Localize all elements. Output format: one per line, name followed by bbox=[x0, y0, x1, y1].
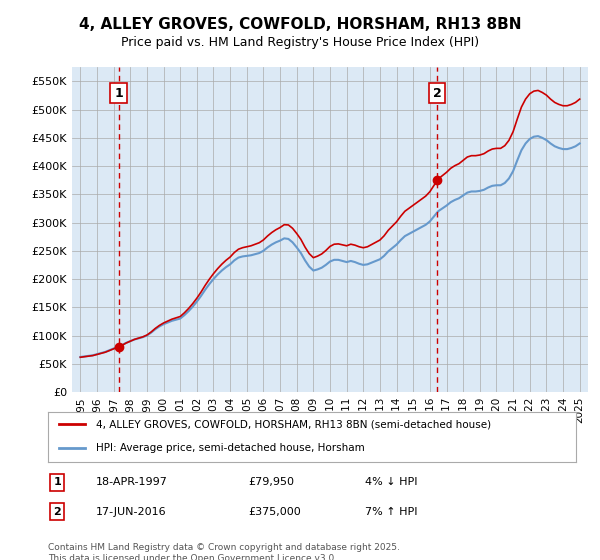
Text: Contains HM Land Registry data © Crown copyright and database right 2025.
This d: Contains HM Land Registry data © Crown c… bbox=[48, 543, 400, 560]
Text: 4% ↓ HPI: 4% ↓ HPI bbox=[365, 477, 418, 487]
Text: 4, ALLEY GROVES, COWFOLD, HORSHAM, RH13 8BN: 4, ALLEY GROVES, COWFOLD, HORSHAM, RH13 … bbox=[79, 17, 521, 32]
Text: £375,000: £375,000 bbox=[248, 507, 301, 517]
Text: £79,950: £79,950 bbox=[248, 477, 295, 487]
Text: 7% ↑ HPI: 7% ↑ HPI bbox=[365, 507, 418, 517]
Text: 18-APR-1997: 18-APR-1997 bbox=[95, 477, 167, 487]
Text: Price paid vs. HM Land Registry's House Price Index (HPI): Price paid vs. HM Land Registry's House … bbox=[121, 36, 479, 49]
Text: 17-JUN-2016: 17-JUN-2016 bbox=[95, 507, 166, 517]
Text: 2: 2 bbox=[53, 507, 61, 517]
Text: 2: 2 bbox=[433, 87, 442, 100]
Text: 1: 1 bbox=[114, 87, 123, 100]
Text: 1: 1 bbox=[53, 477, 61, 487]
Text: HPI: Average price, semi-detached house, Horsham: HPI: Average price, semi-detached house,… bbox=[95, 443, 364, 453]
Text: 4, ALLEY GROVES, COWFOLD, HORSHAM, RH13 8BN (semi-detached house): 4, ALLEY GROVES, COWFOLD, HORSHAM, RH13 … bbox=[95, 419, 491, 429]
